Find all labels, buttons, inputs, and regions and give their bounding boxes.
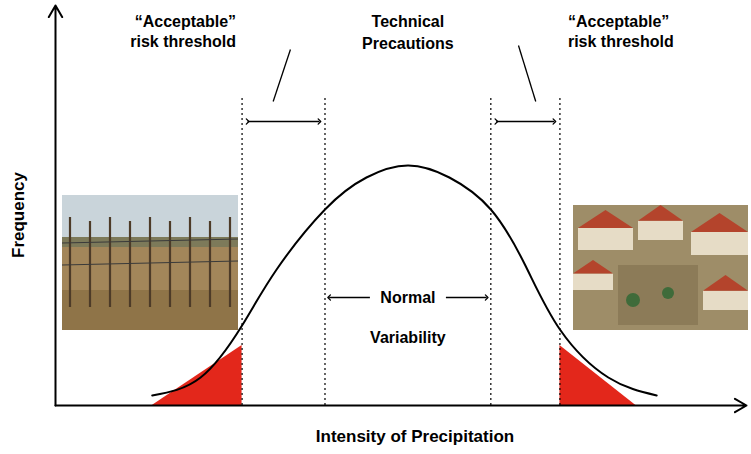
- svg-text:Precautions: Precautions: [362, 35, 454, 52]
- svg-text:Variability: Variability: [370, 329, 446, 346]
- svg-text:Intensity of Precipitation: Intensity of Precipitation: [316, 427, 514, 446]
- svg-text:Normal: Normal: [380, 289, 435, 306]
- svg-text:Frequency: Frequency: [9, 171, 28, 258]
- svg-text:risk threshold: risk threshold: [568, 33, 674, 50]
- svg-text:risk threshold: risk threshold: [130, 33, 236, 50]
- svg-text:“Acceptable”: “Acceptable”: [568, 13, 669, 30]
- svg-text:Technical: Technical: [372, 13, 445, 30]
- svg-text:“Acceptable”: “Acceptable”: [135, 13, 236, 30]
